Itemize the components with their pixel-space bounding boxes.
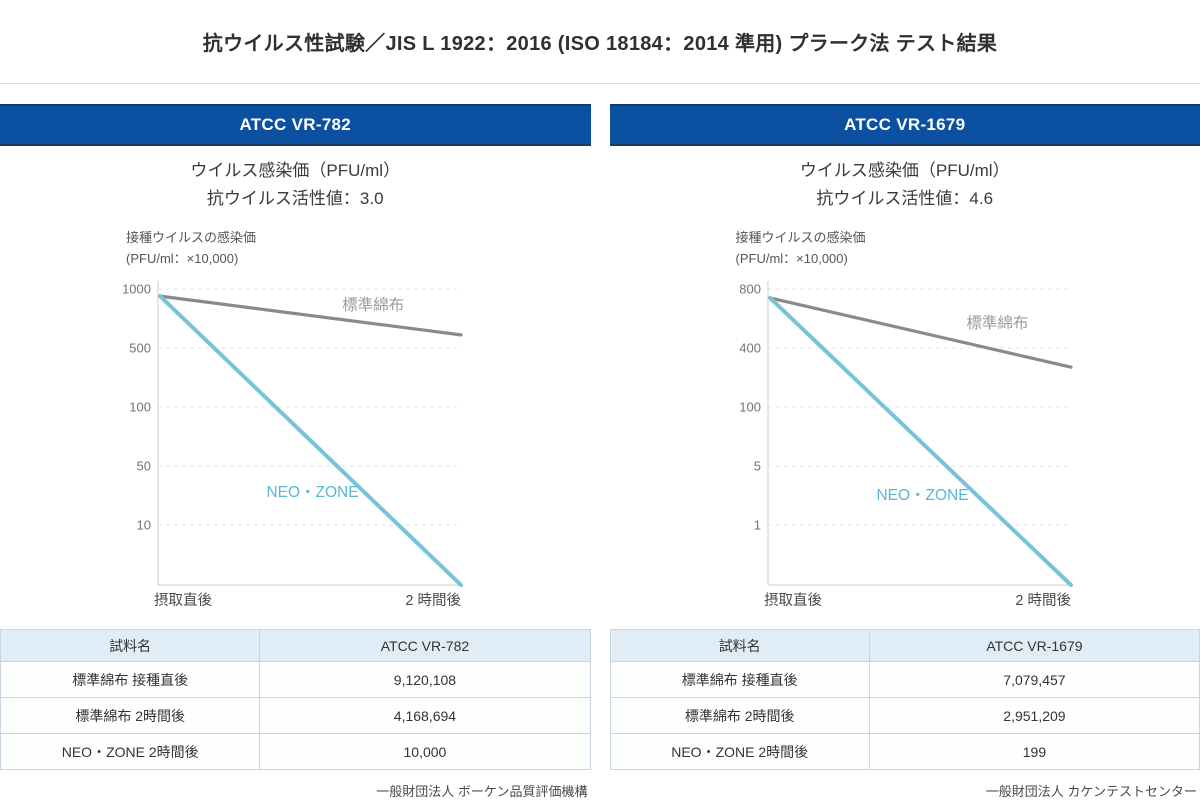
row-value: 9,120,108 xyxy=(259,661,591,698)
y-tick-label: 100 xyxy=(739,400,761,415)
y-axis-note-line1: 接種ウイルスの感染価 xyxy=(735,230,866,245)
sample-name-header: 試料名 xyxy=(609,629,870,662)
standard-cotton-label: 標準綿布 xyxy=(342,296,404,314)
standard-cotton-line xyxy=(767,296,1073,369)
testing-lab-credit: 一般財団法人 カケンテストセンター xyxy=(985,784,1197,799)
row-value: 199 xyxy=(868,733,1200,770)
antiviral-activity-value: 抗ウイルス活性値：3.0 xyxy=(206,189,384,208)
panel-vr1679: ATCC VR-1679 ウイルス感染価（PFU/ml） 抗ウイルス活性値：4.… xyxy=(609,104,1200,800)
y-tick-label: 800 xyxy=(739,282,761,297)
virus-titer-chart-vr1679: 800 400 100 5 1 標準綿布 NEO・ZONE 摂取直後 2 時間後 xyxy=(739,281,1073,609)
results-table-vr1679: 試料名 ATCC VR-1679 標準綿布 接種直後 7,079,457 標準綿… xyxy=(609,629,1200,770)
table-header-row: 試料名 ATCC VR-782 xyxy=(0,629,591,662)
row-label: 標準綿布 2時間後 xyxy=(609,697,870,734)
table-row: 標準綿布 2時間後 4,168,694 xyxy=(0,697,591,734)
antiviral-activity-value: 抗ウイルス活性値：4.6 xyxy=(816,189,994,208)
neo-zone-line xyxy=(158,294,463,587)
neo-zone-line xyxy=(767,295,1073,587)
row-label: 標準綿布 接種直後 xyxy=(609,661,870,698)
y-axis-note-line1: 接種ウイルスの感染価 xyxy=(126,230,257,245)
y-axis-note-line2: (PFU/ml：×10,000) xyxy=(126,251,239,266)
standard-cotton-label: 標準綿布 xyxy=(966,314,1028,332)
row-value: 7,079,457 xyxy=(868,661,1200,698)
table-header-row: 試料名 ATCC VR-1679 xyxy=(609,629,1200,662)
strain-column-header: ATCC VR-1679 xyxy=(868,629,1200,662)
neo-zone-label: NEO・ZONE xyxy=(266,484,358,501)
chart-subtitle: ウイルス感染価（PFU/ml） xyxy=(799,161,1010,180)
table-row: 標準綿布 接種直後 7,079,457 xyxy=(609,661,1200,698)
strain-banner-vr1679: ATCC VR-1679 xyxy=(609,104,1200,146)
y-tick-label: 5 xyxy=(753,459,760,474)
y-axis-note: 接種ウイルスの感染価 (PFU/ml：×10,000) xyxy=(0,227,591,269)
virus-titer-chart-vr782: 1000 500 100 50 10 標準綿布 NEO・ZONE 摂取直後 2 時間後 xyxy=(122,281,463,609)
y-axis-note: 接種ウイルスの感染価 (PFU/ml：×10,000) xyxy=(610,227,1200,269)
panel-vr782: ATCC VR-782 ウイルス感染価（PFU/ml） 抗ウイルス活性値：3.0… xyxy=(0,104,591,800)
standard-cotton-line xyxy=(158,294,463,337)
results-table-vr782: 試料名 ATCC VR-782 標準綿布 接種直後 9,120,108 標準綿布… xyxy=(0,629,591,770)
y-tick-label: 1 xyxy=(753,518,760,533)
results-panels: ATCC VR-782 ウイルス感染価（PFU/ml） 抗ウイルス活性値：3.0… xyxy=(0,84,1200,800)
table-row: NEO・ZONE 2時間後 199 xyxy=(609,733,1200,770)
y-tick-label: 400 xyxy=(739,341,761,356)
x-label-end: 2 時間後 xyxy=(405,592,461,609)
row-label: 標準綿布 接種直後 xyxy=(0,661,261,698)
row-value: 2,951,209 xyxy=(868,697,1200,734)
sample-name-header: 試料名 xyxy=(0,629,261,662)
y-tick-label: 500 xyxy=(129,341,151,356)
chart-subtitle: ウイルス感染価（PFU/ml） xyxy=(190,161,401,180)
y-axis-note-line2: (PFU/ml：×10,000) xyxy=(735,251,848,266)
table-row: 標準綿布 2時間後 2,951,209 xyxy=(609,697,1200,734)
page-title: 抗ウイルス性試験／JIS L 1922：2016 (ISO 18184：2014… xyxy=(202,33,998,55)
x-label-end: 2 時間後 xyxy=(1015,592,1071,609)
strain-banner-vr782: ATCC VR-782 xyxy=(0,104,591,146)
strain-column-header: ATCC VR-782 xyxy=(259,629,591,662)
y-tick-label: 10 xyxy=(137,518,151,533)
x-label-start: 摂取直後 xyxy=(154,592,212,609)
row-label: NEO・ZONE 2時間後 xyxy=(0,733,261,770)
page-header: 抗ウイルス性試験／JIS L 1922：2016 (ISO 18184：2014… xyxy=(0,0,1200,84)
row-label: 標準綿布 2時間後 xyxy=(0,697,261,734)
y-tick-label: 50 xyxy=(137,459,151,474)
row-label: NEO・ZONE 2時間後 xyxy=(609,733,870,770)
y-tick-label: 100 xyxy=(129,400,151,415)
neo-zone-label: NEO・ZONE xyxy=(876,487,968,504)
row-value: 4,168,694 xyxy=(259,697,591,734)
row-value: 10,000 xyxy=(259,733,591,770)
x-label-start: 摂取直後 xyxy=(764,592,822,609)
y-tick-label: 1000 xyxy=(122,282,151,297)
table-row: 標準綿布 接種直後 9,120,108 xyxy=(0,661,591,698)
table-row: NEO・ZONE 2時間後 10,000 xyxy=(0,733,591,770)
testing-lab-credit: 一般財団法人 ボーケン品質評価機構 xyxy=(376,784,588,799)
